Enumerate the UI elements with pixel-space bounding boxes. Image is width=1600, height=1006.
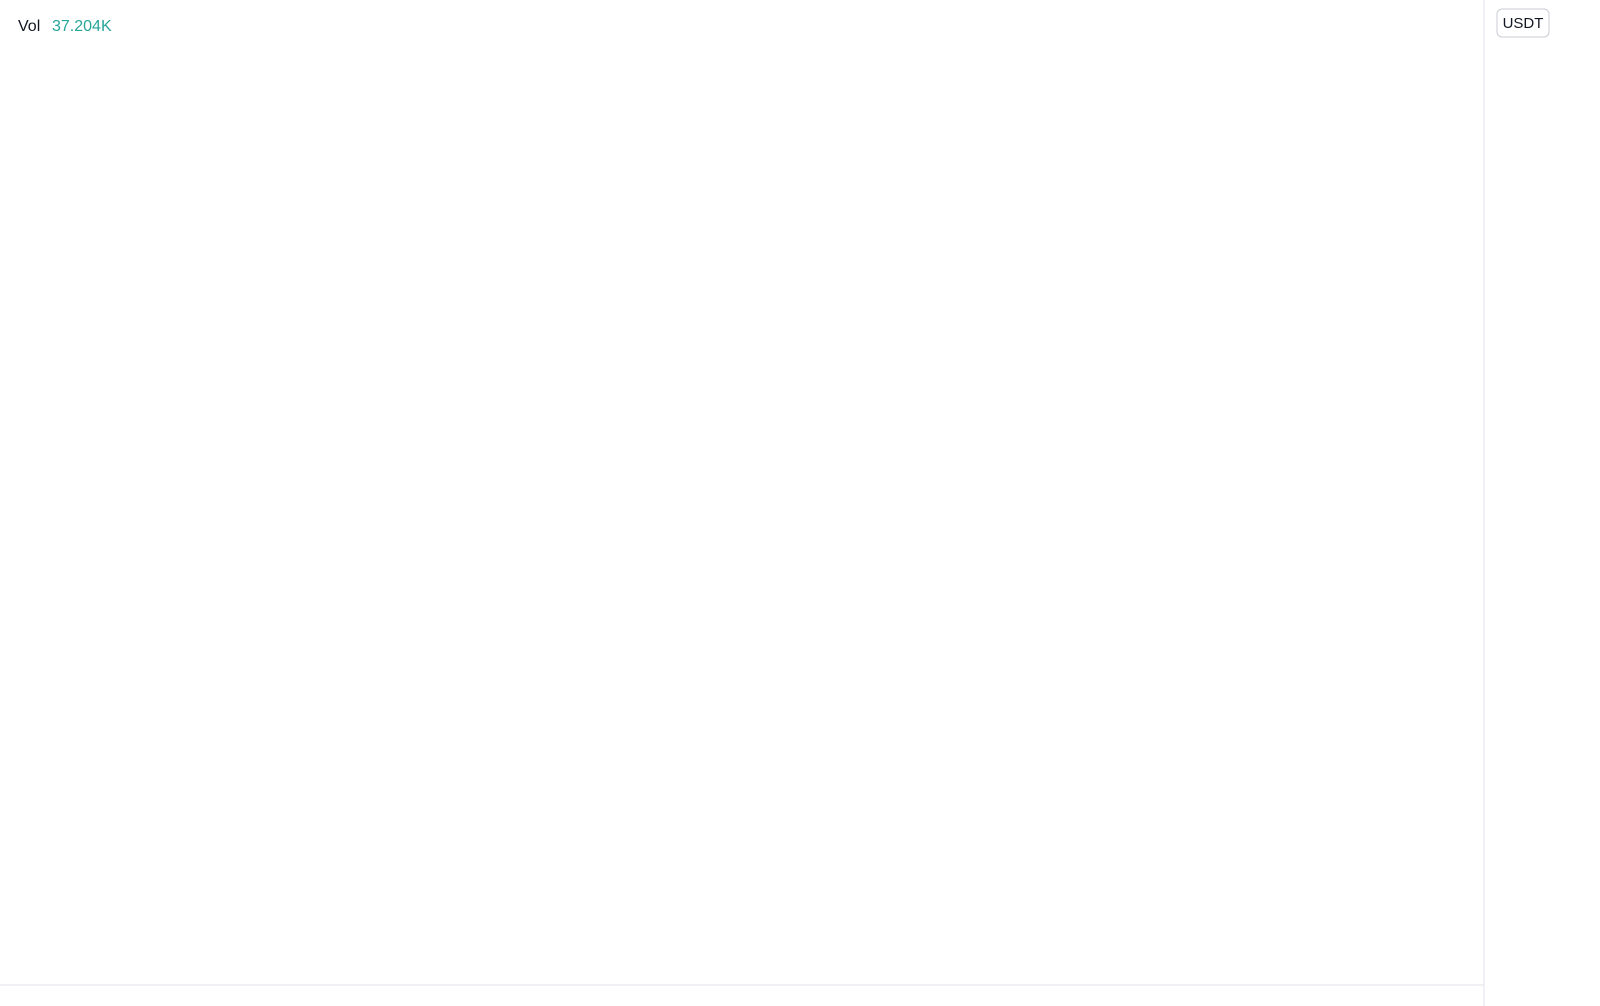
volume-title: Vol: [18, 18, 40, 35]
currency[interactable]: USDT: [1503, 15, 1544, 32]
currency-box[interactable]: [1496, 8, 1550, 38]
volume-value: 37.204K: [52, 18, 112, 35]
